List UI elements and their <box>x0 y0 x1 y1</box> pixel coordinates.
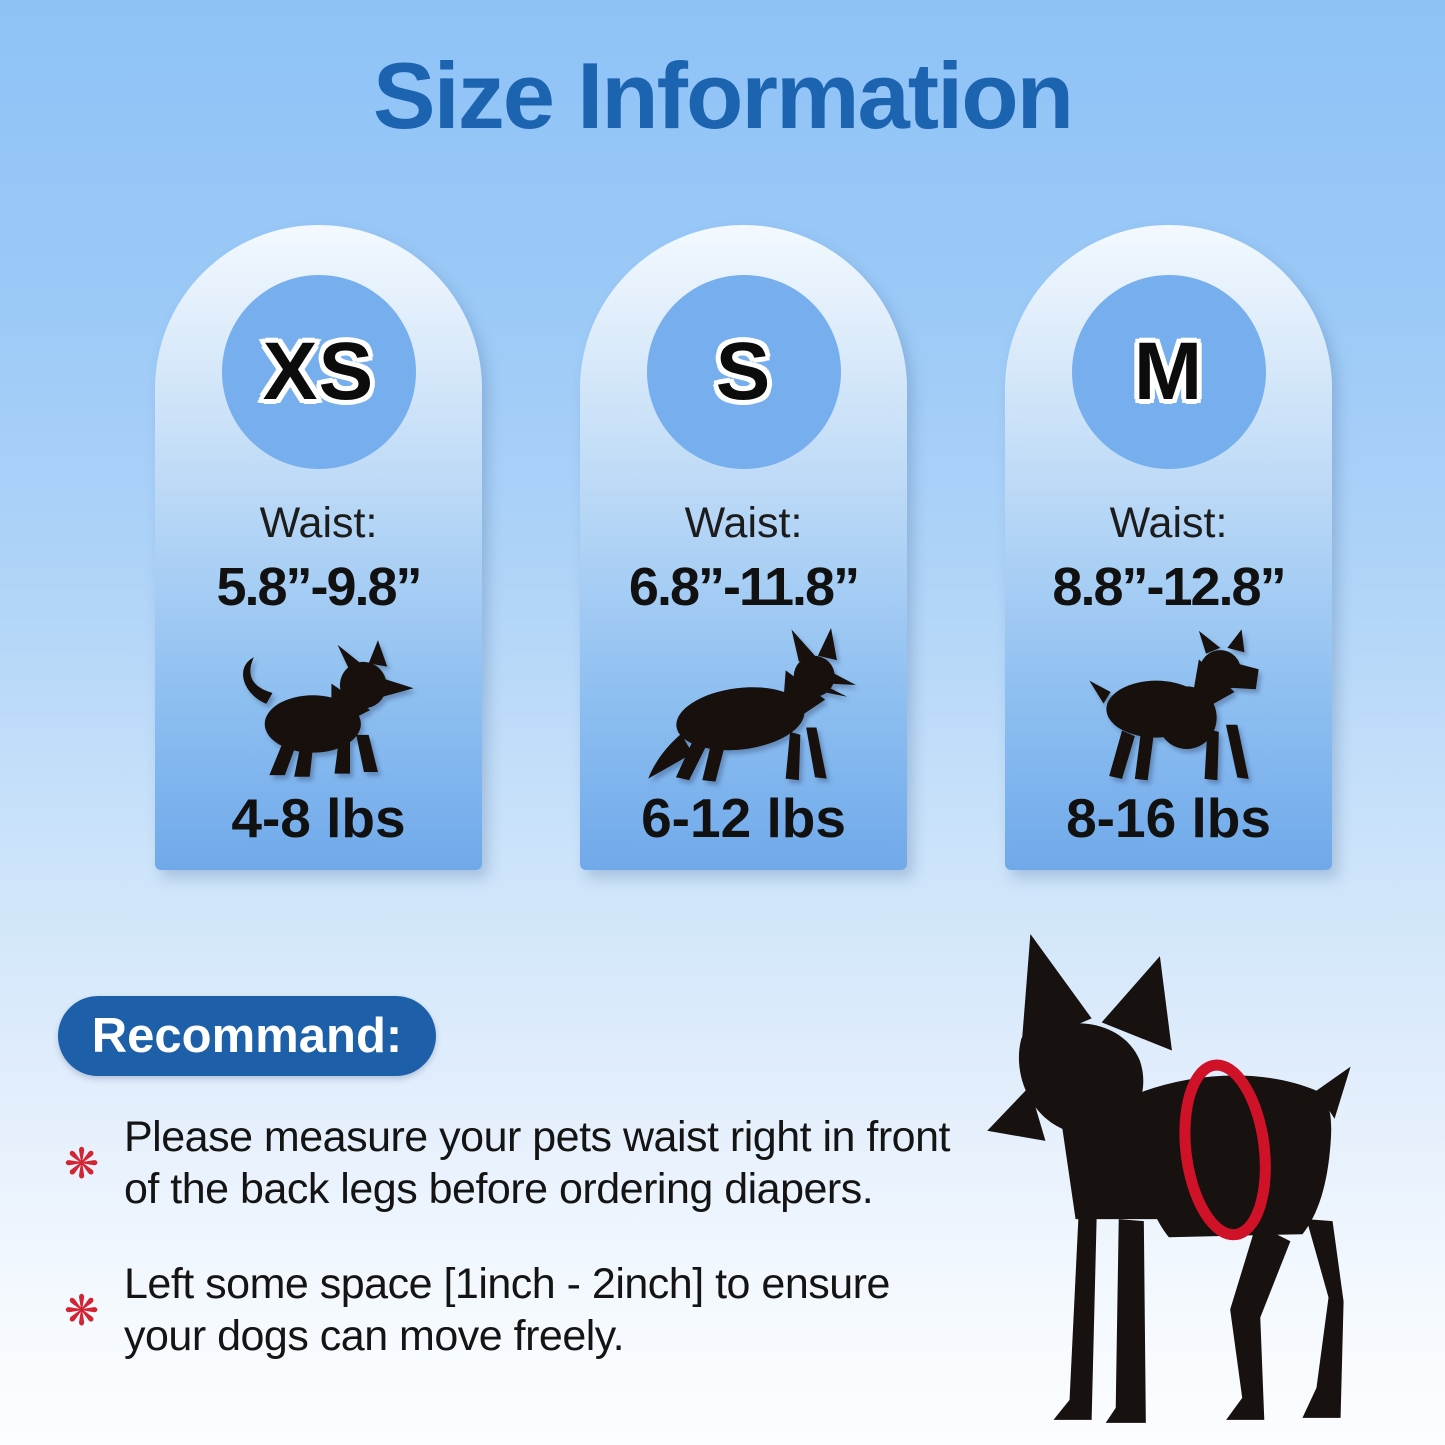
chihuahua-silhouette-icon <box>213 628 425 786</box>
size-code-label: M <box>1130 323 1205 421</box>
recommend-heading-label: Recommand: <box>91 1009 403 1063</box>
note-item: ❋ Left some space [1inch - 2inch] to ens… <box>64 1259 969 1362</box>
size-badge-circle: M <box>1071 275 1266 469</box>
recommend-heading-pill: Recommand: <box>58 996 436 1076</box>
size-code-label: S <box>712 323 774 421</box>
size-card-xs: XS Waist: 5.8”-9.8” <box>155 225 482 870</box>
red-asterisk-bullet-icon: ❋ <box>64 1286 100 1334</box>
measured-dog-silhouette <box>933 918 1445 1445</box>
size-code-label: XS <box>259 323 376 421</box>
red-asterisk-bullet-icon: ❋ <box>64 1139 100 1187</box>
size-badge-circle: S <box>646 275 841 469</box>
german-shepherd-silhouette-icon <box>624 628 864 786</box>
waist-label: Waist: <box>259 499 378 547</box>
note-text: Left some space [1inch - 2inch] to ensur… <box>124 1260 890 1360</box>
weight-range: 4-8 lbs <box>231 787 406 849</box>
weight-range: 6-12 lbs <box>641 787 846 849</box>
note-item: ❋ Please measure your pets waist right i… <box>64 1112 969 1215</box>
note-text: Please measure your pets waist right in … <box>124 1113 950 1213</box>
page-title: Size Information <box>372 43 1074 148</box>
waist-range: 8.8”-12.8” <box>1052 557 1286 617</box>
waist-label: Waist: <box>1109 499 1228 547</box>
size-card-m: M Waist: 8.8”-12.8” <box>1005 225 1332 870</box>
waist-range: 6.8”-11.8” <box>628 557 860 617</box>
waist-measure-ring <box>1179 1059 1271 1241</box>
size-badge-circle: XS <box>221 275 416 469</box>
waist-range: 5.8”-9.8” <box>216 557 422 617</box>
waist-label: Waist: <box>684 499 803 547</box>
recommend-notes: ❋ Please measure your pets waist right i… <box>64 1112 969 1406</box>
weight-range: 8-16 lbs <box>1066 787 1271 849</box>
boxer-silhouette-icon <box>1064 628 1274 786</box>
size-card-s: S Waist: 6.8”-11.8” <box>580 225 907 870</box>
